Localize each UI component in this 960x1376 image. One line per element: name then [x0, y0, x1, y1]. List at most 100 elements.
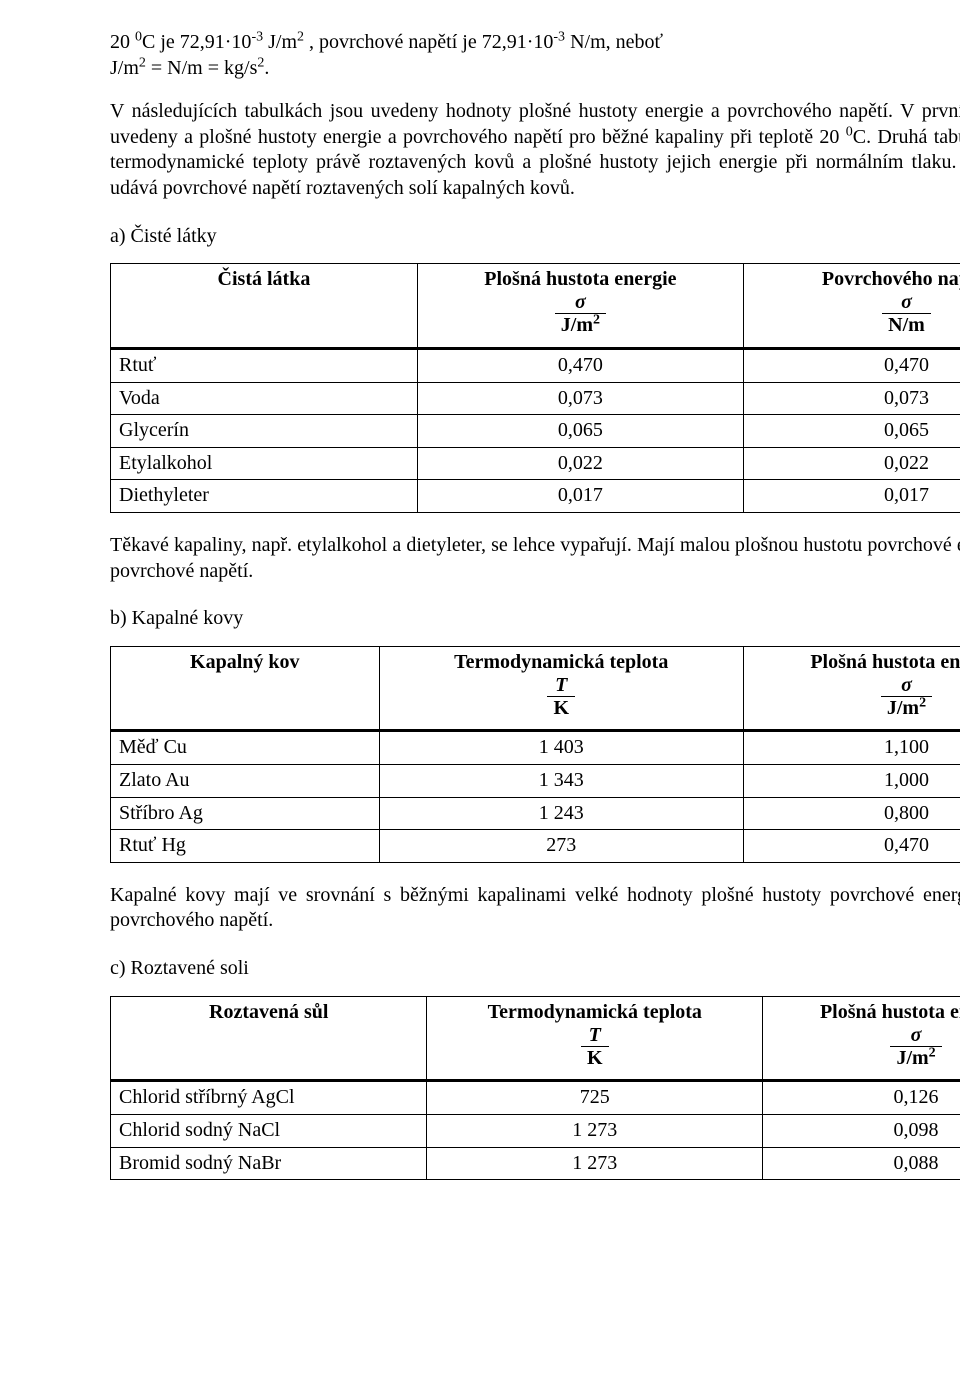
intro-text: J/m	[263, 31, 297, 53]
intro-text: C je 72,91·10	[142, 31, 251, 53]
table-b-body: Měď Cu1 4031,100Zlato Au1 3431,000Stříbr…	[111, 731, 960, 862]
row-label: Diethyleter	[111, 480, 418, 513]
sigma-symbol: σ	[881, 675, 932, 697]
col-header: Čistá látka	[111, 264, 418, 349]
para-after-b: Kapalné kovy mají ve srovnání s běžnými …	[110, 883, 960, 934]
sup-neg3: -3	[553, 29, 565, 44]
col-header: Plošná hustota energie σ J/m2	[763, 996, 960, 1081]
col-header: Kapalný kov	[111, 646, 380, 731]
col-header: Termodynamická teplota T K	[427, 996, 763, 1081]
row-value: 1,000	[743, 765, 960, 798]
table-row: Glycerín0,0650,065	[111, 415, 960, 448]
sup-2: 2	[297, 29, 304, 44]
t-symbol: T	[547, 675, 575, 697]
row-value: 0,470	[743, 830, 960, 863]
table-liquid-metals: Kapalný kov Termodynamická teplota T K P…	[110, 646, 960, 863]
intro-text: J/m	[110, 57, 139, 79]
table-row: Zlato Au1 3431,000	[111, 765, 960, 798]
row-value: 1 273	[427, 1147, 763, 1180]
col-header: Plošná hustota energie σ J/m2	[417, 264, 743, 349]
row-label: Bromid sodný NaBr	[111, 1147, 427, 1180]
table-a-body: Rtuť0,4700,470Voda0,0730,073Glycerín0,06…	[111, 348, 960, 512]
unit-label: N/m	[882, 314, 931, 335]
row-value: 0,073	[743, 382, 960, 415]
unit-label: J/m2	[555, 314, 606, 335]
table-pure-substances: Čistá látka Plošná hustota energie σ J/m…	[110, 263, 960, 513]
col-header: Termodynamická teplota T K	[379, 646, 743, 731]
section-a-label: a) Čisté látky	[110, 224, 960, 250]
row-value: 1 403	[379, 731, 743, 765]
row-label: Stříbro Ag	[111, 797, 380, 830]
table-row: Voda0,0730,073	[111, 382, 960, 415]
row-value: 0,017	[743, 480, 960, 513]
col-header: Povrchového napětí σ N/m	[743, 264, 960, 349]
row-value: 1 273	[427, 1115, 763, 1148]
col-header-label: Kapalný kov	[121, 650, 369, 676]
section-c-label: c) Roztavené soli	[110, 956, 960, 982]
intro-text: N/m, neboť	[565, 31, 663, 53]
row-label: Etylalkohol	[111, 447, 418, 480]
row-label: Chlorid sodný NaCl	[111, 1115, 427, 1148]
row-value: 0,800	[743, 797, 960, 830]
row-value: 0,022	[743, 447, 960, 480]
unit-label: J/m2	[881, 697, 932, 718]
row-value: 1,100	[743, 731, 960, 765]
table-molten-salts: Roztavená sůl Termodynamická teplota T K…	[110, 996, 960, 1181]
col-header-label: Termodynamická teplota	[437, 1000, 752, 1025]
row-value: 0,065	[417, 415, 743, 448]
col-header-label: Roztavená sůl	[121, 1000, 416, 1026]
table-row: Rtuť0,4700,470	[111, 348, 960, 382]
table-row: Etylalkohol0,0220,022	[111, 447, 960, 480]
col-header-label: Povrchového napětí	[754, 267, 960, 292]
row-value: 725	[427, 1081, 763, 1115]
row-label: Voda	[111, 382, 418, 415]
intro-text: = N/m = kg/s	[146, 57, 257, 79]
row-value: 0,017	[417, 480, 743, 513]
col-header-label: Čistá látka	[121, 267, 407, 293]
table-c-body: Chlorid stříbrný AgCl7250,126Chlorid sod…	[111, 1081, 960, 1180]
row-value: 0,088	[763, 1147, 960, 1180]
col-header-label: Plošná hustota energie	[754, 650, 960, 675]
sigma-symbol: σ	[890, 1025, 941, 1047]
intro-paragraph: 20 0C je 72,91·10-3 J/m2 , povrchové nap…	[110, 30, 960, 81]
row-value: 0,022	[417, 447, 743, 480]
row-value: 0,470	[743, 348, 960, 382]
sigma-symbol: σ	[555, 292, 606, 314]
para2-a: V následujících tabulkách jsou uvedeny h…	[110, 100, 960, 148]
col-header: Roztavená sůl	[111, 996, 427, 1081]
intro-text: 20	[110, 31, 135, 53]
row-value: 0,073	[417, 382, 743, 415]
row-label: Zlato Au	[111, 765, 380, 798]
col-header: Plošná hustota energie σ J/m2	[743, 646, 960, 731]
table-row: Diethyleter0,0170,017	[111, 480, 960, 513]
table-row: Stříbro Ag1 2430,800	[111, 797, 960, 830]
table-row: Měď Cu1 4031,100	[111, 731, 960, 765]
row-label: Rtuť Hg	[111, 830, 380, 863]
row-value: 0,065	[743, 415, 960, 448]
row-value: 273	[379, 830, 743, 863]
row-label: Měď Cu	[111, 731, 380, 765]
t-symbol: T	[581, 1025, 609, 1047]
row-value: 1 343	[379, 765, 743, 798]
sup-zero: 0	[846, 124, 853, 139]
row-value: 1 243	[379, 797, 743, 830]
row-value: 0,470	[417, 348, 743, 382]
intro-text: , povrchové napětí je 72,91·10	[304, 31, 553, 53]
sigma-symbol: σ	[882, 292, 931, 314]
row-label: Rtuť	[111, 348, 418, 382]
table-row: Bromid sodný NaBr1 2730,088	[111, 1147, 960, 1180]
table-row: Rtuť Hg2730,470	[111, 830, 960, 863]
intro-text: .	[264, 57, 269, 79]
row-label: Chlorid stříbrný AgCl	[111, 1081, 427, 1115]
unit-label: J/m2	[890, 1047, 941, 1068]
row-label: Glycerín	[111, 415, 418, 448]
row-value: 0,098	[763, 1115, 960, 1148]
unit-label: K	[581, 1047, 609, 1068]
sup-zero: 0	[135, 29, 142, 44]
table-row: Chlorid sodný NaCl1 2730,098	[111, 1115, 960, 1148]
table-row: Chlorid stříbrný AgCl7250,126	[111, 1081, 960, 1115]
para-after-a: Těkavé kapaliny, např. etylalkohol a die…	[110, 533, 960, 584]
sup-neg3: -3	[251, 29, 263, 44]
description-paragraph: V následujících tabulkách jsou uvedeny h…	[110, 99, 960, 201]
col-header-label: Termodynamická teplota	[390, 650, 733, 675]
